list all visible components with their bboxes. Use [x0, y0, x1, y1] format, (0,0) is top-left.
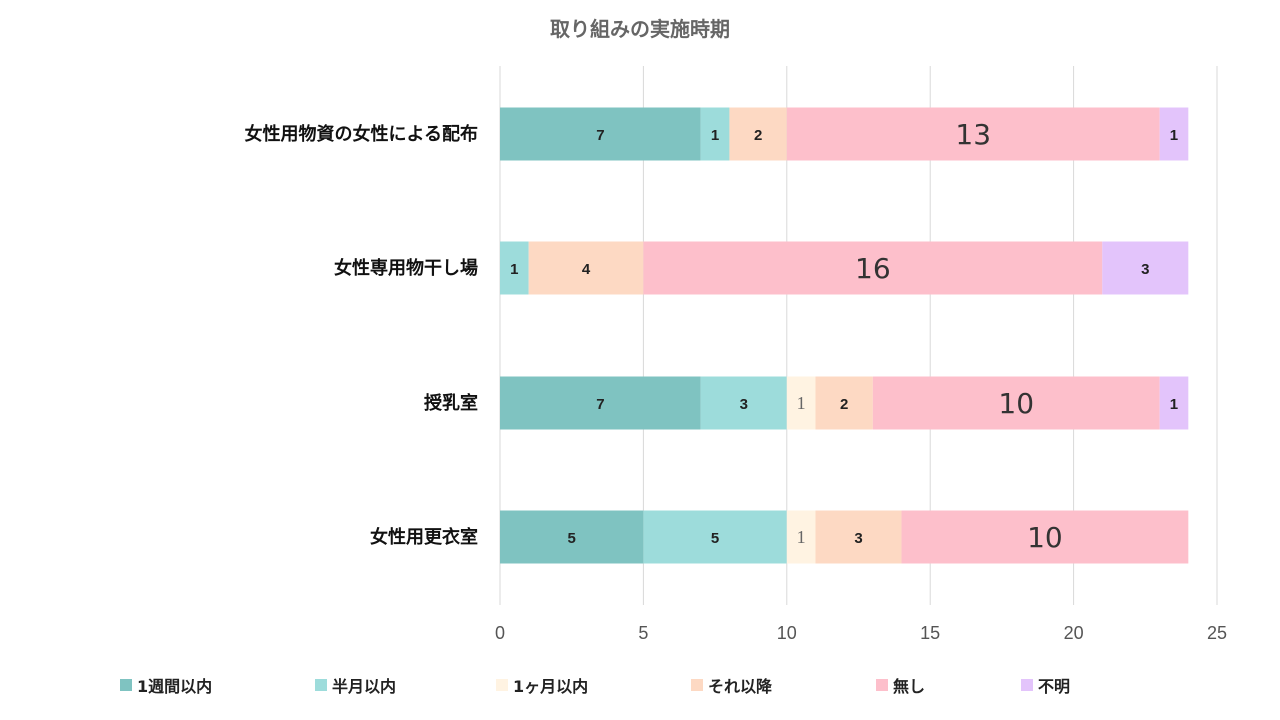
- legend-swatch: [120, 679, 132, 691]
- legend-label: 1ヶ月以内: [513, 677, 588, 696]
- data-label: 1: [510, 261, 518, 278]
- x-tick-label: 15: [920, 623, 940, 643]
- category-label: 女性用更衣室: [370, 526, 478, 548]
- bar-segment: [872, 376, 1160, 430]
- bar-segment: [901, 510, 1189, 564]
- bar-segment: [786, 510, 816, 564]
- x-tick-label: 20: [1064, 623, 1084, 643]
- data-label: 7: [596, 127, 604, 144]
- data-label: 10: [1027, 521, 1063, 554]
- data-label: 1: [797, 527, 806, 547]
- data-label: 3: [740, 396, 748, 413]
- bar-segment: [729, 107, 787, 161]
- x-tick-label: 25: [1207, 623, 1227, 643]
- legend-swatch: [876, 679, 888, 691]
- data-label: 2: [840, 396, 848, 413]
- data-label: 3: [1141, 261, 1149, 278]
- data-label: 5: [711, 530, 719, 547]
- bar-segment: [500, 376, 701, 430]
- legend-label: それ以降: [708, 677, 773, 696]
- legend-label: 無し: [893, 677, 925, 696]
- data-label: 1: [711, 127, 719, 144]
- bar-segment: [1102, 241, 1189, 295]
- x-tick-label: 5: [638, 623, 648, 643]
- data-label: 3: [854, 530, 862, 547]
- data-label: 7: [596, 396, 604, 413]
- bar-segment: [786, 376, 816, 430]
- legend-swatch: [315, 679, 327, 691]
- bar-segment: [700, 376, 787, 430]
- bar-segment: [786, 107, 1160, 161]
- bar-segment: [1159, 376, 1189, 430]
- legend-label: 1週間以内: [137, 677, 212, 696]
- bar-segment: [643, 241, 1103, 295]
- bar-segment: [815, 376, 873, 430]
- bar-segment: [500, 241, 529, 295]
- x-axis-ticks: 0 5 10 15 20 25: [495, 623, 1227, 643]
- data-label: 10: [998, 387, 1034, 420]
- legend-swatch: [691, 679, 703, 691]
- category-label: 女性用物資の女性による配布: [245, 123, 478, 145]
- bar-segment: [500, 107, 701, 161]
- legend: 1週間以内 半月以内 1ヶ月以内 それ以降 無し 不明: [120, 677, 1070, 696]
- legend-swatch: [496, 679, 508, 691]
- bar-segment: [643, 510, 787, 564]
- bars: 7 1 2 13 11 4 16 37 3 1 2 10 15 5 1 3 10: [500, 107, 1189, 564]
- bar-segment: [700, 107, 730, 161]
- bar-segment: [815, 510, 902, 564]
- bar-segment: [1159, 107, 1189, 161]
- legend-label: 半月以内: [332, 677, 396, 696]
- category-label: 女性専用物干し場: [334, 257, 478, 279]
- legend-swatch: [1021, 679, 1033, 691]
- x-tick-label: 0: [495, 623, 505, 643]
- x-tick-label: 10: [777, 623, 797, 643]
- bar-segment: [500, 510, 644, 564]
- data-label: 2: [754, 127, 762, 144]
- data-label: 16: [855, 252, 891, 285]
- data-label: 13: [955, 118, 991, 151]
- data-label: 5: [568, 530, 576, 547]
- data-label: 1: [797, 393, 806, 413]
- bar-segment: [528, 241, 644, 295]
- chart-title: 取り組みの実施時期: [550, 17, 730, 41]
- legend-label: 不明: [1038, 677, 1070, 696]
- data-label: 4: [582, 261, 591, 278]
- data-label: 1: [1170, 127, 1178, 144]
- category-label: 授乳室: [424, 392, 478, 414]
- data-label: 1: [1170, 396, 1178, 413]
